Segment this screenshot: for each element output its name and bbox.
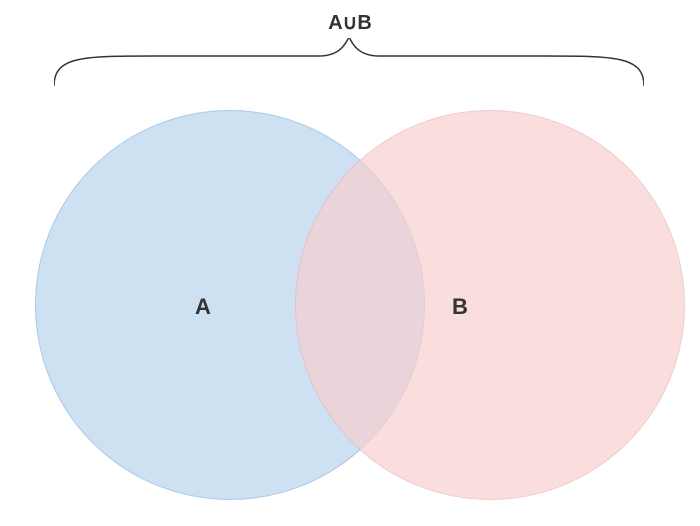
diagram-title: A∪B	[0, 10, 700, 35]
brace-path	[54, 38, 644, 86]
curly-brace	[54, 38, 644, 86]
venn-diagram: A∪B A B	[0, 0, 700, 526]
circle-b	[295, 110, 685, 500]
label-a: A	[195, 294, 211, 320]
label-b: B	[452, 294, 468, 320]
